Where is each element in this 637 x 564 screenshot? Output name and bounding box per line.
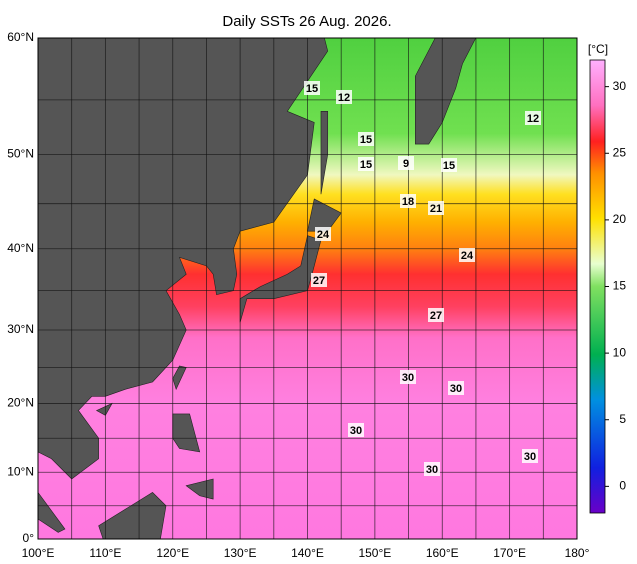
contour-label-bg [348, 423, 364, 437]
colorbar-tick-label: 25 [613, 145, 627, 159]
contour-label: 30 [402, 372, 414, 384]
land [95, 402, 113, 416]
contour-label-bg [448, 381, 464, 395]
map-frame [37, 37, 578, 540]
contour-label-bg [315, 227, 331, 241]
title: Daily SSTs 26 Aug. 2026. [222, 13, 391, 30]
land [320, 111, 329, 195]
contour-label-bg [459, 248, 475, 262]
contour-label: 24 [317, 229, 330, 241]
contour-label-bg [441, 158, 457, 172]
contour-label-bg [522, 449, 538, 463]
contour-label: 30 [450, 383, 462, 395]
contour-label: 12 [527, 113, 539, 125]
x-tick-label: 180° [565, 546, 590, 560]
colorbar-tick-label: 5 [619, 412, 626, 426]
contour-label: 18 [402, 196, 414, 208]
land [38, 491, 66, 533]
contour-label: 24 [461, 250, 474, 262]
x-tick-label: 150°E [358, 546, 391, 560]
y-tick-label: 10°N [7, 464, 34, 478]
contour-label-bg [525, 111, 541, 125]
contour-label-bg [400, 370, 416, 384]
contour-label: 27 [313, 275, 325, 287]
y-tick-label: 20°N [7, 396, 34, 410]
contour-label: 21 [430, 203, 442, 215]
colorbar-tick-label: 0 [619, 479, 626, 493]
x-tick-label: 130°E [224, 546, 257, 560]
contour-label: 30 [426, 464, 438, 476]
land [414, 38, 477, 145]
land [239, 235, 322, 323]
contour-label-bg [358, 157, 374, 171]
colorbar-tick-label: 10 [613, 345, 627, 359]
contour-label: 15 [360, 159, 372, 171]
contour-label-bg [336, 90, 352, 104]
contour-label-bg [400, 194, 416, 208]
contour-label: 9 [403, 158, 409, 170]
contour-label: 15 [443, 160, 455, 172]
contour-label-bg [358, 132, 374, 146]
contour-label: 12 [338, 92, 350, 104]
contour-label: 27 [430, 310, 442, 322]
y-tick-label: 30°N [7, 322, 34, 336]
land [38, 38, 329, 480]
y-tick-label: 60°N [7, 30, 34, 44]
contour-label-bg [304, 81, 320, 95]
contour-label: 30 [524, 451, 536, 463]
colorbar-tick-label: 20 [613, 212, 627, 226]
contour-label: 30 [350, 425, 362, 437]
contour-label: 15 [306, 83, 318, 95]
x-tick-label: 140°E [291, 546, 324, 560]
contour-label-bg [424, 462, 440, 476]
x-tick-label: 160°E [426, 546, 459, 560]
x-tick-label: 170°E [493, 546, 526, 560]
x-tick-label: 100°E [22, 546, 55, 560]
x-tick-label: 120°E [156, 546, 189, 560]
y-tick-label: 0° [23, 531, 35, 545]
colorbar [589, 59, 606, 514]
colorbar-tick-label: 15 [613, 279, 627, 293]
colorbar-unit: [°C] [588, 42, 608, 56]
map [38, 38, 577, 539]
contour-label-bg [428, 201, 444, 215]
colorbar-tick-label: 30 [613, 79, 627, 93]
contour-label-bg [398, 156, 414, 170]
contour-label-bg [428, 308, 444, 322]
x-tick-label: 110°E [89, 546, 121, 560]
land [172, 365, 187, 391]
y-tick-label: 40°N [7, 241, 34, 255]
contour-label: 15 [360, 134, 372, 146]
contour-label-bg [311, 273, 327, 287]
land [98, 492, 167, 539]
y-tick-label: 50°N [7, 147, 34, 161]
